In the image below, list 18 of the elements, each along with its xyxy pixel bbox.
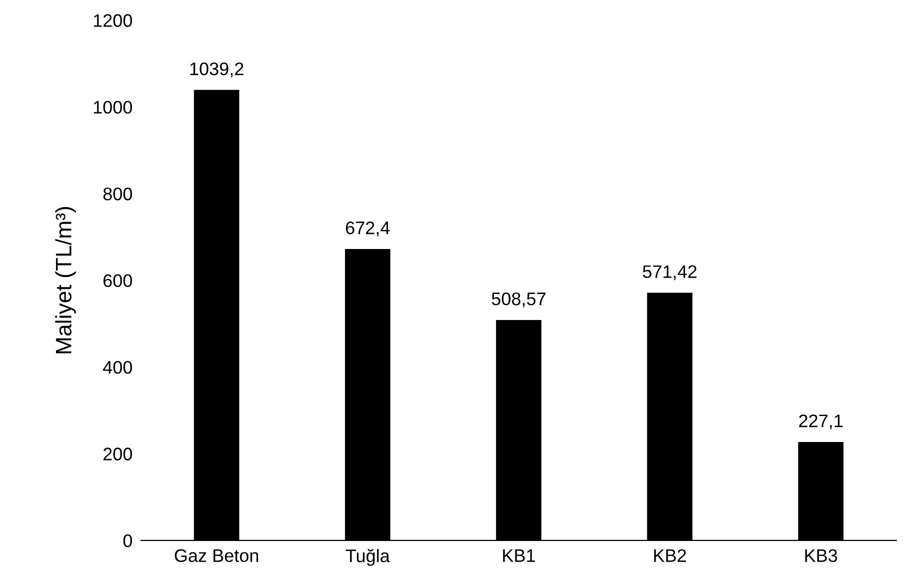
y-tick-label: 1200 xyxy=(94,14,132,27)
data-label: 672,4 xyxy=(346,221,390,236)
y-tick-label: 600 xyxy=(104,274,132,288)
x-tick-label: KB1 xyxy=(503,549,535,562)
y-tick-label: 400 xyxy=(103,360,132,374)
y-tick-label: 800 xyxy=(103,188,132,200)
data-label: 571,42 xyxy=(642,265,696,280)
x-tick-label: KB3 xyxy=(805,549,838,562)
x-tick-label: KB2 xyxy=(654,549,686,562)
y-tick-label: 200 xyxy=(104,448,132,460)
data-label: 508,57 xyxy=(492,292,546,308)
data-label: 1039,2 xyxy=(190,62,244,78)
y-tick-label: 1000 xyxy=(94,100,132,114)
y-axis-title: Maliyet (TL/m³) xyxy=(55,207,76,354)
x-tick-label: Tuğla xyxy=(346,548,390,566)
y-tick-label: 0 xyxy=(123,534,132,548)
x-tick-label: Gaz Beton xyxy=(174,549,258,562)
data-label: 227,1 xyxy=(799,414,843,430)
